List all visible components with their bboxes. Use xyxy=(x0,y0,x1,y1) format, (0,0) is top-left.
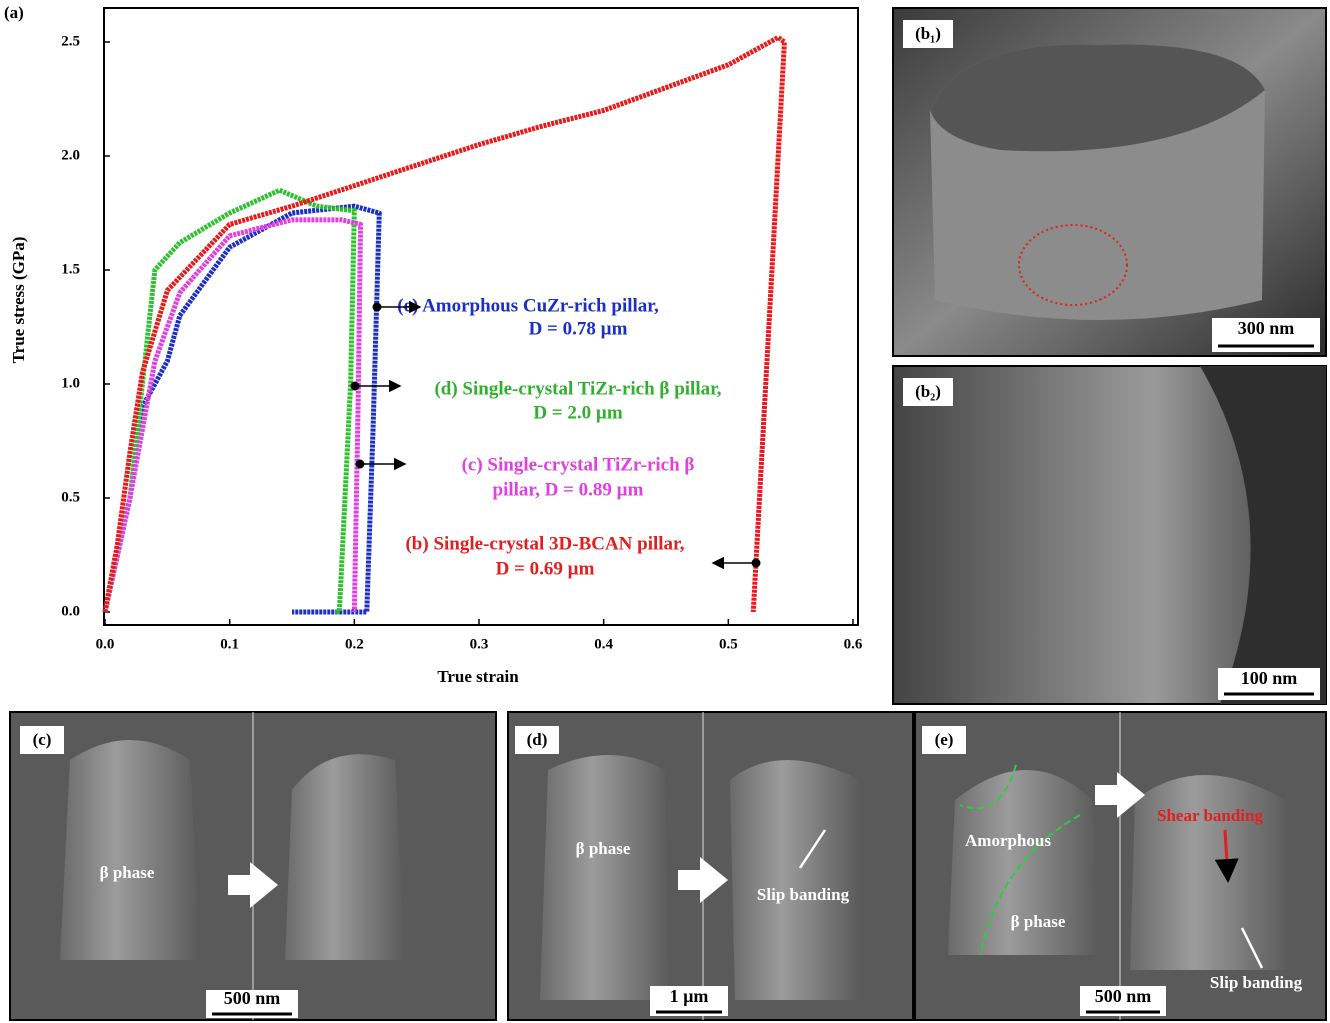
annotation: pillar, D = 0.89 µm xyxy=(493,479,644,500)
annotation: (b) Single-crystal 3D-BCAN pillar, xyxy=(405,533,684,554)
x-tick-label: 0.4 xyxy=(594,636,613,652)
ticks: 0.0 0.1 0.2 0.3 0.4 0.5 0.6 0.0 0.5 1.0 1.5 2.0 2.5 xyxy=(61,33,863,652)
sem-panel: (b₂) 100 nm xyxy=(893,366,1326,704)
x-tick-label: 0.6 xyxy=(844,636,863,652)
annotations: (e) Amorphous CuZr-rich pillar,D = 0.78 … xyxy=(397,295,722,579)
pillar xyxy=(1130,775,1290,970)
sem-panel: (c) β phase 500 nm xyxy=(10,712,496,1020)
x-tick-label: 0.2 xyxy=(345,636,364,652)
annotation: (e) Amorphous CuZr-rich pillar, xyxy=(397,295,659,316)
curve xyxy=(105,220,361,612)
panel-label: (b₂) xyxy=(915,382,941,401)
note: β phase xyxy=(576,839,631,858)
annotation: D = 0.69 µm xyxy=(496,558,595,579)
note: Shear banding xyxy=(1157,806,1263,825)
curve xyxy=(105,190,354,612)
y-tick-label: 0.0 xyxy=(61,603,80,619)
pillar xyxy=(730,760,860,1000)
curves xyxy=(105,37,784,612)
annotation: D = 2.0 µm xyxy=(533,402,622,423)
x-tick-label: 0.5 xyxy=(719,636,738,652)
sem-panel: (b₁) 300 nm xyxy=(893,8,1326,356)
note: Slip banding xyxy=(757,885,850,904)
x-tick-label: 0.0 xyxy=(96,636,115,652)
panel-label: (a) xyxy=(4,3,24,22)
x-tick-label: 0.1 xyxy=(220,636,239,652)
panel-label: (e) xyxy=(935,730,954,749)
scale-text: 500 nm xyxy=(224,988,281,1008)
stress-strain-chart: (a) True strain True stress (GPa) 0.0 0.1… xyxy=(4,3,863,686)
sem-panel: (d) β phase Slip banding 1 µm xyxy=(508,712,913,1020)
scale-text: 100 nm xyxy=(1241,668,1298,688)
y-axis-title: True stress (GPa) xyxy=(9,237,28,364)
annotation: D = 0.78 µm xyxy=(529,318,628,339)
y-tick-label: 1.0 xyxy=(61,375,80,391)
note: β phase xyxy=(1011,912,1066,931)
pillar xyxy=(540,755,670,1000)
pillar xyxy=(60,740,200,960)
note: Amorphous xyxy=(965,831,1051,850)
annotation: (d) Single-crystal TiZr-rich β pillar, xyxy=(434,378,721,399)
panel-label: (b₁) xyxy=(915,24,941,43)
y-tick-label: 2.5 xyxy=(61,33,80,49)
scale-text: 500 nm xyxy=(1095,986,1152,1006)
note: β phase xyxy=(100,863,155,882)
sem-panel: (e) Amorphous β phase Shear banding Slip… xyxy=(915,712,1326,1020)
panel-label: (d) xyxy=(527,730,548,749)
annotation: (c) Single-crystal TiZr-rich β xyxy=(462,454,695,475)
curve xyxy=(105,37,784,612)
x-axis-title: True strain xyxy=(437,667,519,686)
pillar xyxy=(285,754,405,960)
scale-text: 1 µm xyxy=(670,986,709,1006)
curve xyxy=(105,206,379,612)
scale-text: 300 nm xyxy=(1238,318,1295,338)
y-tick-label: 2.0 xyxy=(61,147,80,163)
y-tick-label: 0.5 xyxy=(61,489,80,505)
note: Slip banding xyxy=(1210,973,1303,992)
panel-label: (c) xyxy=(33,730,52,749)
y-tick-label: 1.5 xyxy=(61,261,80,277)
pointer-arrows xyxy=(351,303,761,568)
x-tick-label: 0.3 xyxy=(470,636,489,652)
figure: (a) True strain True stress (GPa) 0.0 0.1… xyxy=(0,0,1330,1023)
